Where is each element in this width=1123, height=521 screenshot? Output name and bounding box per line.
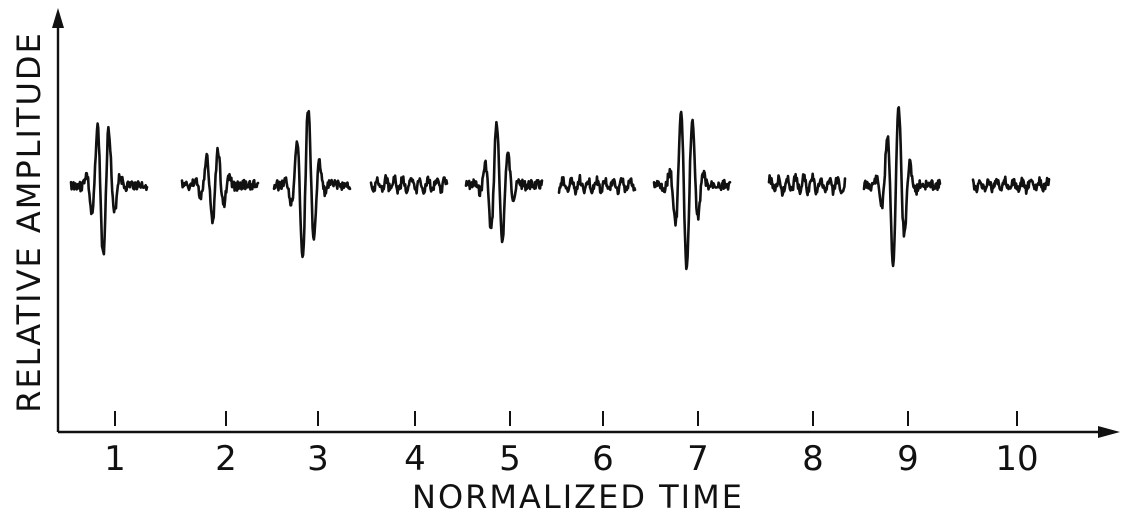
- x-tick-label: 1: [104, 439, 126, 479]
- x-ticks: 1 2 3 4 5 6 7 8 9 10: [104, 411, 1039, 479]
- x-tick-label: 2: [215, 439, 237, 479]
- waveform-8: [767, 172, 847, 197]
- x-axis-arrow-icon: [1098, 426, 1120, 438]
- x-tick-label: 4: [404, 439, 426, 479]
- x-tick-label: 7: [687, 439, 709, 479]
- y-axis-arrow-icon: [52, 8, 64, 28]
- waveform-6: [557, 173, 637, 196]
- x-tick-label: 9: [897, 439, 919, 479]
- x-tick-label: 10: [995, 439, 1038, 479]
- waveform-5: [464, 120, 544, 244]
- waveform-2: [180, 146, 260, 225]
- waveform-7: [652, 110, 732, 271]
- waveform-10: [971, 175, 1051, 195]
- y-axis-label: RELATIVE AMPLITUDE: [10, 31, 48, 413]
- waveform-3: [272, 109, 352, 259]
- waveform-1: [69, 122, 149, 256]
- x-tick-label: 3: [307, 439, 329, 479]
- x-tick-label: 5: [499, 439, 521, 479]
- waveform-9: [862, 106, 942, 268]
- waveforms: [69, 106, 1051, 271]
- x-tick-label: 8: [802, 439, 824, 479]
- x-axis: [58, 426, 1120, 438]
- y-axis: [52, 8, 64, 432]
- x-axis-label: NORMALIZED TIME: [412, 478, 744, 516]
- x-tick-label: 6: [592, 439, 614, 479]
- waveform-4: [369, 174, 449, 195]
